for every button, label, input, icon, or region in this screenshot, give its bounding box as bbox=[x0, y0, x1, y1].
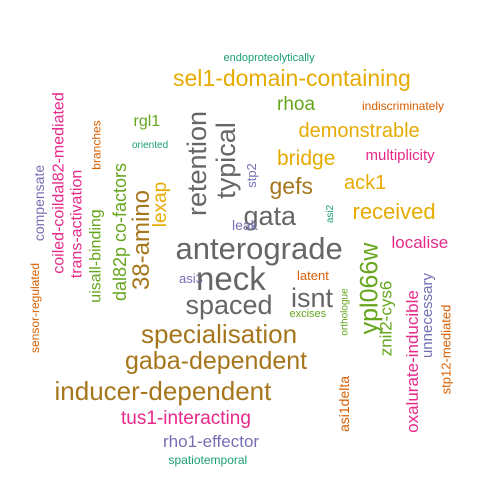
word-20: uisall-binding bbox=[87, 209, 105, 303]
word-23: leak bbox=[232, 217, 258, 233]
word-31: neck bbox=[196, 259, 266, 297]
word-2: coiled-coildal82-mediated bbox=[50, 92, 68, 274]
word-7: rgl1 bbox=[133, 113, 161, 130]
word-32: latent bbox=[297, 267, 329, 283]
word-12: bridge bbox=[277, 146, 336, 170]
word-28: localise bbox=[391, 232, 449, 252]
word-5: indiscriminately bbox=[362, 99, 445, 113]
word-18: ack1 bbox=[344, 172, 387, 194]
word-4: rhoa bbox=[277, 93, 316, 115]
word-15: trans-activation bbox=[67, 169, 85, 279]
word-47: spatiotemporal bbox=[168, 453, 248, 467]
word-14: stp2 bbox=[243, 162, 259, 188]
word-43: inducer-dependent bbox=[54, 376, 272, 406]
word-42: gaba-dependent bbox=[125, 346, 308, 375]
word-11: oriented bbox=[132, 140, 169, 151]
word-40: specialisation bbox=[141, 319, 298, 349]
word-35: isnt bbox=[291, 282, 334, 313]
word-36: orthologue bbox=[339, 288, 351, 336]
word-24: asi2 bbox=[325, 204, 337, 224]
word-13: multiplicity bbox=[365, 146, 435, 164]
word-30: asi3 bbox=[179, 270, 203, 286]
word-33: znil2-cys6 bbox=[376, 280, 396, 356]
word-3: branches bbox=[89, 120, 104, 170]
word-21: 38-amino bbox=[128, 189, 156, 291]
word-6: retention bbox=[181, 110, 212, 216]
word-17: gefs bbox=[269, 172, 313, 199]
word-0: endoproteolytically bbox=[223, 51, 315, 64]
word-8: demonstrable bbox=[298, 120, 420, 142]
word-29: sensor-regulated bbox=[28, 262, 43, 354]
word-25: received bbox=[352, 199, 436, 224]
word-44: asi1delta bbox=[336, 375, 353, 433]
word-41: oxalurate-inducible bbox=[402, 289, 422, 433]
word-39: stp12-mediated bbox=[438, 304, 454, 394]
word-10: compensate bbox=[31, 164, 48, 242]
word-26: anterograde bbox=[175, 230, 343, 266]
word-38: excises bbox=[289, 307, 327, 320]
word-1: sel1-domain-containing bbox=[173, 64, 411, 91]
word-45: tus1-interacting bbox=[121, 407, 251, 429]
word-46: rho1-effector bbox=[163, 431, 260, 451]
word-22: gata bbox=[243, 200, 297, 231]
word-9: typical bbox=[210, 121, 241, 199]
word-16: dal82p co-factors bbox=[110, 162, 131, 302]
word-37: spaced bbox=[185, 289, 273, 320]
